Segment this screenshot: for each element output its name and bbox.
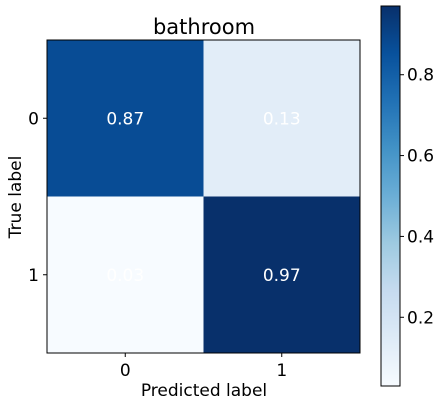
heatmap-cells (47, 40, 360, 353)
y-axis-label: True label (6, 156, 26, 240)
colorbar-tick-label-1: 0.4 (407, 227, 434, 247)
y-tick-label-1: 1 (28, 266, 39, 286)
colorbar-tick-label-0: 0.2 (407, 308, 434, 328)
y-axis-ticks: 01 (28, 109, 47, 286)
colorbar-ticks: 0.2 0.4 0.6 0.8 (400, 66, 434, 328)
heatmap-cell-0-0 (47, 40, 204, 197)
y-tick-label-0: 0 (28, 109, 39, 129)
x-tick-label-1: 1 (276, 361, 287, 381)
plot-frame (46, 39, 361, 354)
cell-value-label-1-1: 0.97 (263, 266, 301, 286)
cell-value-label-0-1: 0.13 (263, 109, 301, 129)
chart-title: bathroom (153, 15, 255, 39)
x-tick-label-0: 0 (120, 361, 131, 381)
heatmap-cell-0-1 (203, 40, 360, 197)
colorbar-tick-label-2: 0.6 (407, 147, 434, 167)
colorbar-tick-label-3: 0.8 (407, 66, 434, 86)
heatmap-cell-1-1 (203, 196, 360, 353)
x-axis-label: Predicted label (141, 381, 267, 401)
heatmap-cell-labels: 0.87 0.13 0.03 0.97 (106, 109, 300, 286)
cell-value-label-0-0: 0.87 (106, 109, 144, 129)
cell-value-label-1-0: 0.03 (106, 266, 144, 286)
heatmap-cell-1-0 (47, 196, 204, 353)
colorbar (380, 5, 401, 387)
